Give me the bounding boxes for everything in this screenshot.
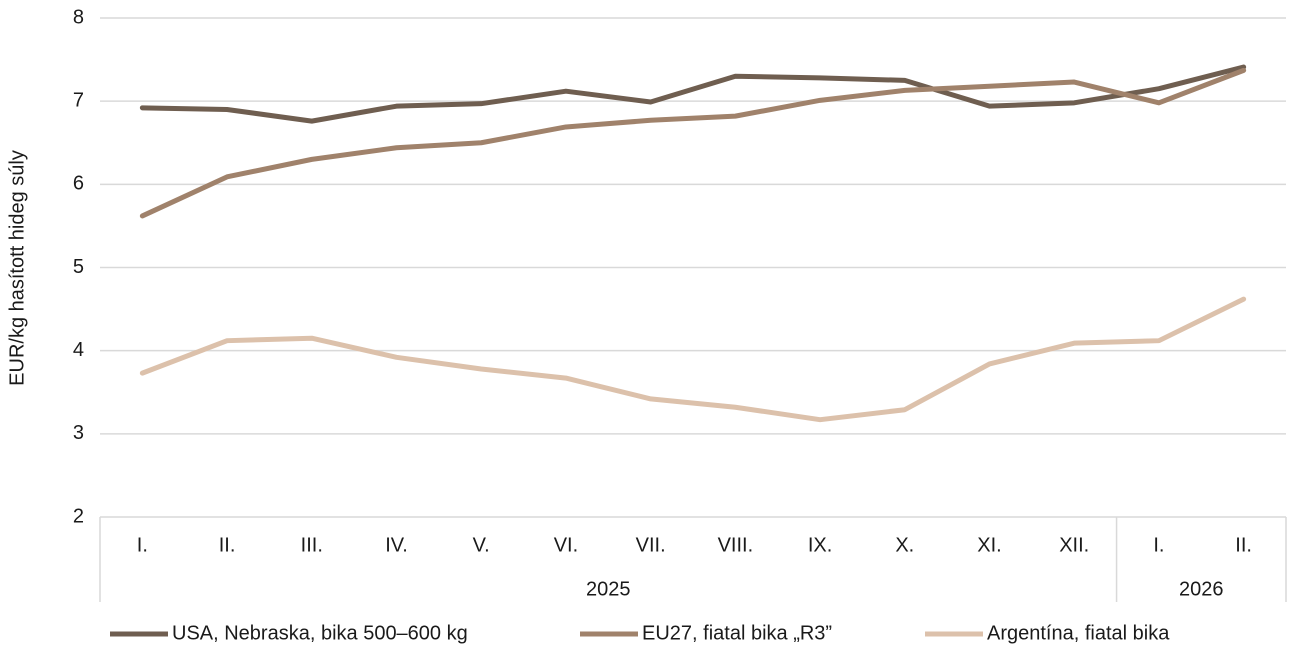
x-tick-label: X. bbox=[895, 534, 914, 556]
x-group-label: 2025 bbox=[586, 578, 631, 600]
y-tick-label: 8 bbox=[73, 6, 84, 28]
y-tick-label: 6 bbox=[73, 173, 84, 195]
x-tick-label: VII. bbox=[636, 534, 666, 556]
legend-label: EU27, fiatal bika „R3” bbox=[642, 622, 832, 644]
y-tick-label: 2 bbox=[73, 505, 84, 527]
series-line bbox=[139, 296, 1247, 423]
series-line bbox=[139, 64, 1247, 124]
x-tick-label: XI. bbox=[977, 534, 1001, 556]
y-axis-label: EUR/kg hasított hideg súly bbox=[6, 150, 28, 386]
y-tick-label: 3 bbox=[73, 422, 84, 444]
x-tick-label: I. bbox=[137, 534, 148, 556]
x-tick-label: II. bbox=[1235, 534, 1252, 556]
y-tick-label: 4 bbox=[73, 339, 84, 361]
x-tick-label: III. bbox=[301, 534, 323, 556]
y-tick-label: 7 bbox=[73, 89, 84, 111]
legend-label: USA, Nebraska, bika 500–600 kg bbox=[172, 622, 468, 644]
x-tick-label: IV. bbox=[385, 534, 408, 556]
legend-label: Argentína, fiatal bika bbox=[987, 622, 1170, 644]
x-tick-label: V. bbox=[473, 534, 490, 556]
x-tick-label: IX. bbox=[808, 534, 832, 556]
x-tick-label: VI. bbox=[554, 534, 578, 556]
x-tick-label: II. bbox=[219, 534, 236, 556]
x-group-label: 2026 bbox=[1179, 578, 1224, 600]
x-tick-label: VIII. bbox=[718, 534, 754, 556]
y-tick-label: 5 bbox=[73, 256, 84, 278]
x-tick-label: XII. bbox=[1059, 534, 1089, 556]
x-tick-label: I. bbox=[1153, 534, 1164, 556]
series-line bbox=[139, 67, 1247, 219]
